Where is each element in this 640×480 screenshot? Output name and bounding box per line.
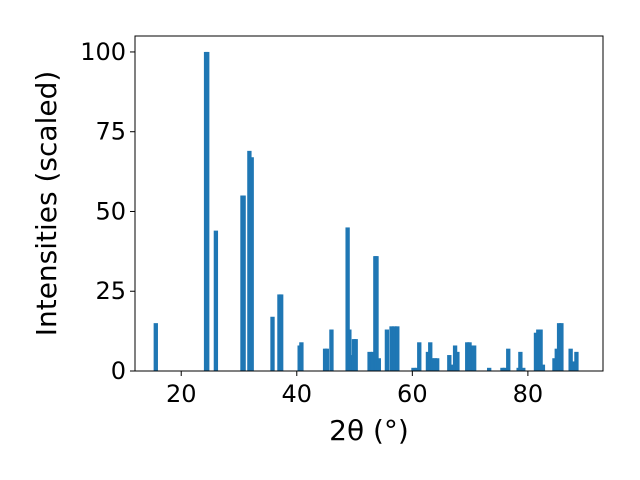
- bar: [428, 342, 433, 371]
- bar: [465, 342, 470, 371]
- bar: [205, 51, 210, 371]
- bar: [392, 326, 397, 371]
- bar: [467, 342, 472, 371]
- bar: [568, 348, 573, 371]
- bar: [395, 326, 400, 371]
- bar: [324, 348, 329, 371]
- bar: [384, 329, 390, 371]
- bar: [417, 342, 422, 371]
- bar: [455, 351, 460, 371]
- bar: [452, 345, 458, 371]
- bar: [487, 367, 492, 371]
- bar: [414, 367, 420, 371]
- bar: [370, 351, 376, 371]
- bar: [299, 342, 304, 371]
- bar: [389, 326, 394, 371]
- y-tick-label: 50: [95, 197, 126, 225]
- bar: [376, 358, 381, 371]
- y-axis-ticks: 0 25 50 75 100: [80, 38, 135, 385]
- bar: [502, 367, 507, 371]
- bars-group: [153, 51, 579, 371]
- bar: [574, 351, 579, 371]
- bar: [367, 351, 372, 371]
- bar: [538, 329, 543, 371]
- bar: [345, 227, 350, 371]
- bar: [374, 256, 379, 371]
- bar: [213, 230, 219, 371]
- bar: [533, 332, 539, 371]
- y-tick-label: 25: [95, 277, 126, 305]
- bar: [425, 351, 431, 371]
- y-tick-label: 100: [80, 38, 126, 66]
- bar: [153, 323, 158, 371]
- bar: [506, 348, 511, 371]
- bar: [249, 157, 254, 371]
- bar: [471, 345, 477, 371]
- bar: [347, 329, 352, 371]
- bar: [353, 339, 358, 371]
- bar: [570, 361, 576, 371]
- bar: [552, 358, 557, 371]
- x-axis-title: 2θ (°): [329, 414, 409, 447]
- bar: [450, 364, 455, 371]
- bar: [349, 355, 354, 371]
- x-tick-label: 80: [513, 380, 544, 408]
- x-tick-label: 20: [166, 380, 197, 408]
- bar: [247, 150, 252, 371]
- y-axis-title: Intensities (scaled): [30, 71, 63, 337]
- bar: [411, 367, 416, 371]
- bar: [279, 294, 284, 371]
- y-tick-label: 0: [111, 357, 126, 385]
- bar: [556, 323, 562, 371]
- bar: [241, 195, 246, 371]
- bar: [521, 367, 526, 371]
- x-tick-label: 60: [397, 380, 428, 408]
- bar: [447, 355, 452, 371]
- bar: [432, 358, 438, 371]
- bar: [518, 351, 523, 371]
- bar: [554, 348, 559, 371]
- bar: [270, 316, 275, 371]
- bar: [500, 367, 505, 371]
- x-axis-ticks: 20 40 60 80: [166, 371, 543, 408]
- bar: [559, 323, 564, 371]
- x-tick-label: 40: [282, 380, 313, 408]
- bar: [435, 358, 440, 371]
- bar: [540, 364, 546, 371]
- bar: [430, 358, 435, 371]
- bar: [536, 329, 541, 371]
- y-tick-label: 75: [95, 118, 126, 146]
- bar: [329, 329, 334, 371]
- plot-frame: [134, 35, 604, 372]
